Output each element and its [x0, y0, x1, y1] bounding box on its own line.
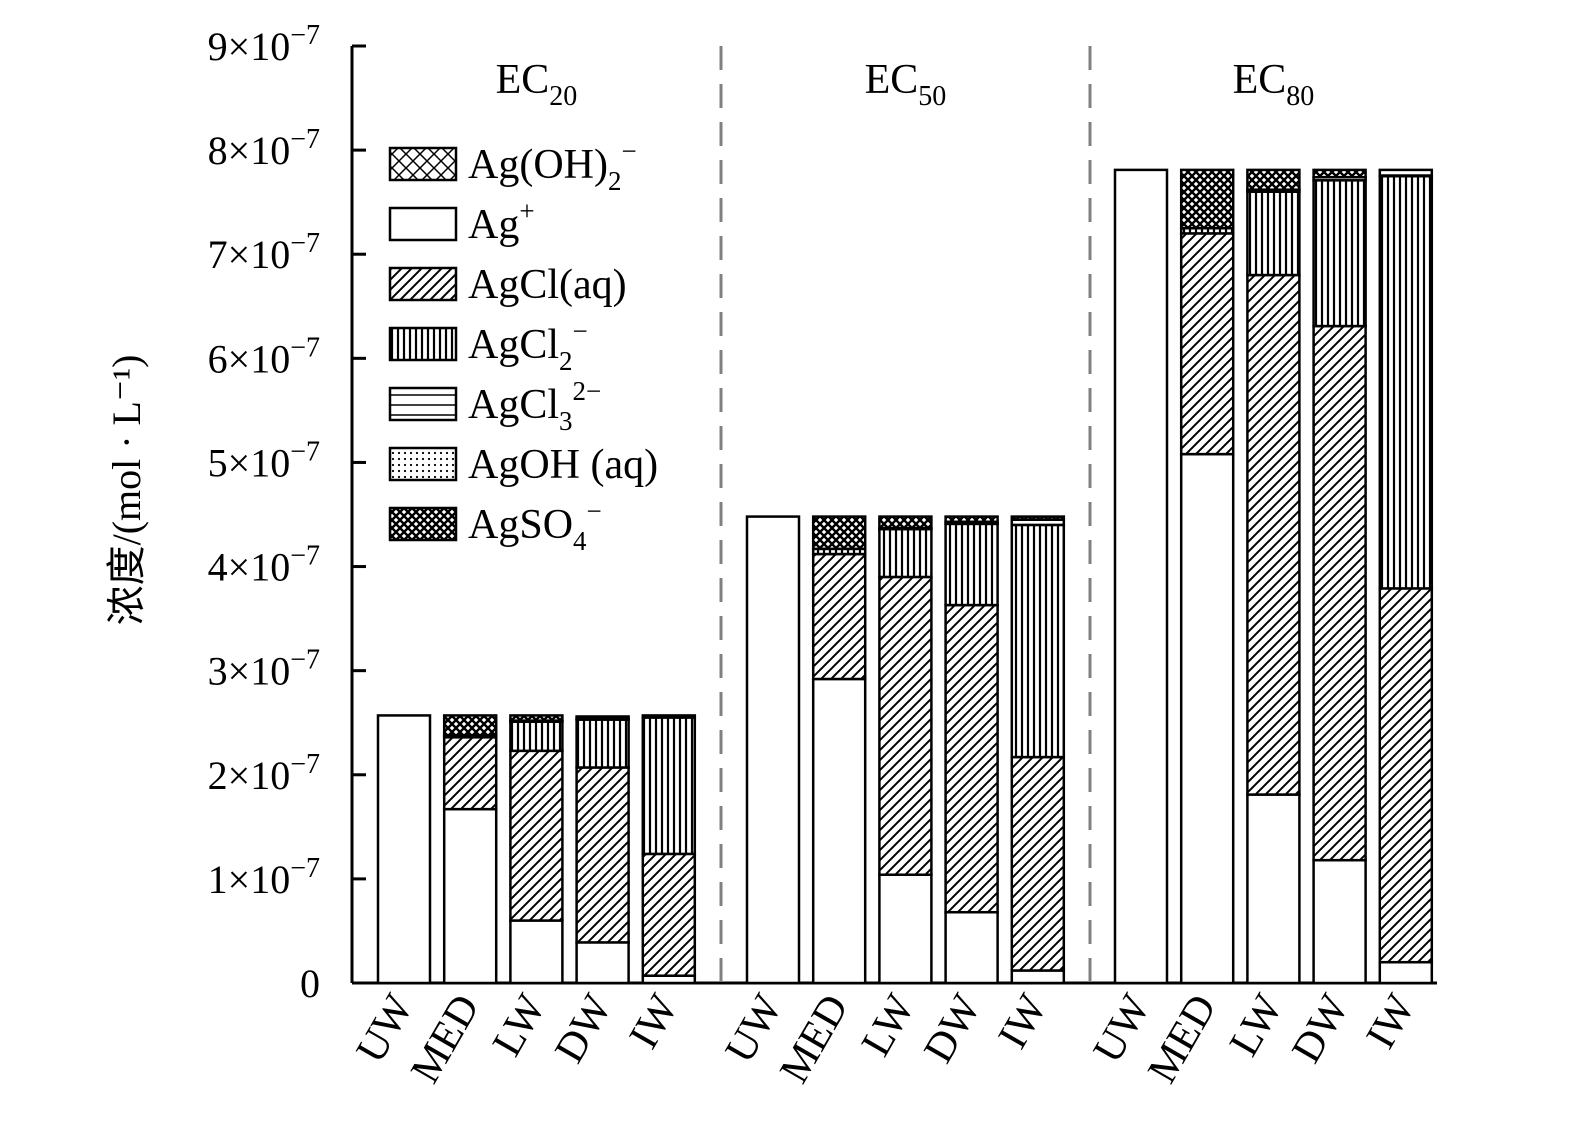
bar-segment-g1-LW-s6	[878, 515, 933, 530]
bar-segment-g1-UW-s1	[745, 515, 801, 985]
legend-label-5: AgOH (aq)	[468, 442, 658, 488]
y-tick-label-0: 0	[300, 961, 320, 1006]
y-tick-label-4: 4×10−7	[208, 541, 320, 590]
bar-segment-g2-DW-s3	[1312, 179, 1367, 328]
bar-segment-g0-DW-s3	[575, 718, 630, 769]
legend-swatch-5	[388, 446, 458, 482]
bar-segment-g0-UW-s1	[376, 714, 432, 985]
bar-segment-g1-IW-s1	[1010, 969, 1066, 985]
category-label-g1-MED: MED	[771, 987, 858, 1091]
bar-segment-g2-IW-s4	[1378, 168, 1434, 178]
bar-segment-g2-MED-s1	[1179, 452, 1235, 985]
bar-segment-g0-MED-s2	[442, 736, 498, 811]
bar-segment-g1-IW-s6	[1010, 515, 1066, 521]
bar-segment-g0-DW-s6	[575, 715, 630, 720]
bar-segment-g0-LW-s6	[509, 714, 564, 722]
legend-swatch-0	[388, 146, 458, 182]
bar-segment-g1-DW-s3	[944, 522, 999, 607]
y-axis-label: 浓度/(mol · L⁻¹)	[104, 355, 149, 626]
bar-segment-g2-LW-s3	[1246, 190, 1301, 277]
bar-segment-g1-IW-s2	[1010, 755, 1066, 972]
bar-segment-g0-IW-s2	[641, 852, 697, 977]
group-label-1: EC50	[865, 57, 947, 112]
bar-segment-g0-LW-s2	[509, 749, 564, 922]
bar-segment-g0-DW-s2	[575, 766, 630, 944]
bar-segment-g2-DW-s1	[1312, 858, 1367, 985]
category-label-g2-IW: IW	[1358, 987, 1425, 1057]
category-label-g2-LW: LW	[1221, 987, 1292, 1064]
bar-segment-g2-LW-s2	[1246, 273, 1301, 796]
category-label-g1-DW: DW	[915, 987, 990, 1071]
bar-segment-g1-MED-s6	[811, 515, 867, 551]
category-label-g1-IW: IW	[990, 987, 1057, 1057]
category-label-g0-IW: IW	[621, 987, 688, 1057]
bar-segment-g2-UW-s1	[1113, 168, 1169, 985]
category-label-g0-DW: DW	[546, 987, 621, 1071]
bar-segment-g2-MED-s2	[1179, 232, 1235, 456]
y-tick-label-6: 6×10−7	[208, 332, 320, 381]
y-tick-label-3: 3×10−7	[208, 645, 320, 694]
bar-segment-g1-MED-s1	[811, 677, 867, 985]
y-tick-label-8: 8×10−7	[208, 124, 320, 173]
bar-segment-g2-LW-s6	[1246, 168, 1301, 191]
bar-segment-g2-IW-s3	[1378, 174, 1434, 590]
bar-segment-g1-LW-s3	[878, 527, 933, 579]
legend-label-0: Ag(OH)2−	[468, 136, 637, 196]
y-tick-label-9: 9×10−7	[208, 20, 320, 69]
legend-label-3: AgCl2−	[468, 316, 588, 376]
bar-segment-g1-DW-s2	[944, 603, 999, 914]
bar-segment-g1-LW-s1	[878, 873, 933, 985]
bar-segment-g1-IW-s3	[1010, 523, 1066, 759]
group-label-2: EC80	[1233, 57, 1315, 112]
bar-segment-g1-MED-s2	[811, 552, 867, 681]
legend-swatch-2	[388, 266, 458, 302]
legend-swatch-1	[388, 206, 458, 242]
category-label-g2-DW: DW	[1283, 987, 1358, 1071]
bar-segment-g0-MED-s6	[442, 714, 498, 737]
legend-swatch-6	[388, 506, 458, 542]
legend-label-1: Ag+	[468, 196, 535, 248]
category-label-g2-MED: MED	[1139, 987, 1226, 1091]
bar-segment-g0-IW-s3	[641, 716, 697, 856]
bar-segment-g1-LW-s2	[878, 575, 933, 876]
bar-segment-g2-DW-s2	[1312, 324, 1367, 862]
bar-segment-g0-LW-s1	[509, 919, 564, 985]
category-label-g0-LW: LW	[484, 987, 555, 1064]
bar-segment-g2-LW-s1	[1246, 793, 1301, 985]
plot-area: 0 1×10−7 2×10−7 3×10−7 4×10−7 5×10−7 6×10−7 7×1…	[104, 20, 1437, 1091]
bar-segment-g0-MED-s1	[442, 807, 498, 985]
bar-segment-g0-IW-s4	[641, 714, 697, 719]
bar-segment-g2-IW-s1	[1378, 960, 1434, 985]
y-tick-label-7: 7×10−7	[208, 228, 320, 277]
bar-segment-g0-DW-s1	[575, 941, 630, 985]
bar-segment-g0-LW-s3	[509, 720, 564, 753]
bar-segment-g2-IW-s2	[1378, 587, 1434, 964]
legend-swatch-3	[388, 326, 458, 362]
y-tick-label-5: 5×10−7	[208, 436, 320, 485]
y-tick-label-2: 2×10−7	[208, 749, 320, 798]
legend-swatch-4	[388, 386, 458, 422]
category-label-g1-LW: LW	[853, 987, 924, 1064]
bar-segment-g2-MED-s6	[1179, 168, 1235, 230]
y-tick-label-1: 1×10−7	[208, 853, 320, 902]
bar-segment-g1-DW-s6	[944, 515, 999, 524]
group-label-0: EC20	[496, 57, 578, 112]
legend-label-6: AgSO4−	[468, 496, 602, 556]
legend-label-2: AgCl(aq)	[468, 262, 627, 308]
legend-label-4: AgCl32−	[468, 376, 601, 436]
category-label-g0-MED: MED	[402, 987, 489, 1091]
bar-segment-g2-DW-s6	[1312, 168, 1367, 179]
bar-segment-g1-DW-s1	[944, 910, 999, 985]
